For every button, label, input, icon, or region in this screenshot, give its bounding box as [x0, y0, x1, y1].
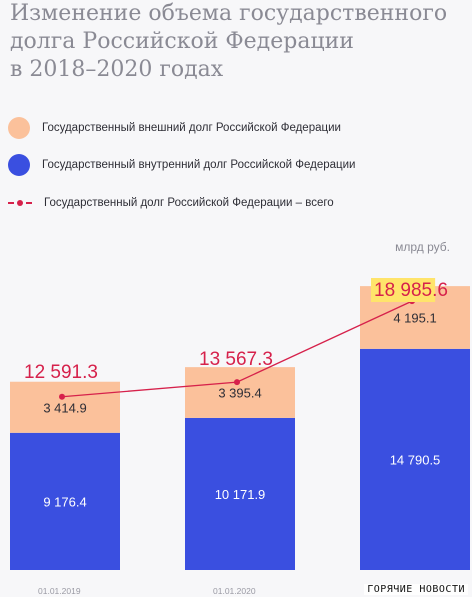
data-label-external-0: 3 414.9: [43, 400, 86, 415]
bar-internal-1: [185, 417, 295, 570]
bar-internal-2: [360, 348, 470, 570]
data-label-internal-2: 14 790.5: [390, 452, 441, 467]
total-point-0: [59, 393, 65, 400]
total-label-2: 18 985.6: [374, 280, 448, 301]
total-point-1: [234, 379, 240, 386]
legend-label-internal: Государственный внутренний долг Российск…: [42, 159, 356, 171]
total-label-0: 12 591.3: [24, 362, 98, 383]
data-label-external-1: 3 395.4: [218, 386, 261, 401]
x-tick-label-0: 01.01.2019: [38, 586, 81, 596]
total-label-1: 13 567.3: [199, 349, 273, 370]
unit-label: млрд руб.: [395, 240, 450, 254]
data-label-internal-1: 10 171.9: [215, 487, 266, 502]
peach-circle-swatch-icon: [8, 117, 30, 139]
blue-circle-swatch-icon: [8, 154, 30, 176]
watermark: ГОРЯЧИЕ НОВОСТИ: [364, 584, 468, 595]
chart-title: Изменение объема государственного долга …: [10, 1, 448, 82]
legend-item-internal: Государственный внутренний долг Российск…: [8, 154, 356, 176]
total-highlight-box: [371, 278, 436, 302]
bar-external-1: [185, 367, 295, 418]
x-tick-label-1: 01.01.2020: [213, 586, 256, 596]
legend-item-total: Государственный долг Российской Федераци…: [8, 193, 334, 213]
data-label-internal-0: 9 176.4: [43, 494, 86, 509]
bar-internal-0: [10, 432, 120, 570]
bar-external-0: [10, 381, 120, 433]
data-label-external-2: 4 195.1: [393, 310, 436, 325]
legend-label-external: Государственный внешний долг Российской …: [42, 122, 341, 134]
legend-label-total: Государственный долг Российской Федераци…: [44, 197, 334, 209]
red-dashed-line-marker-icon: [8, 193, 32, 213]
legend-item-external: Государственный внешний долг Российской …: [8, 117, 341, 139]
